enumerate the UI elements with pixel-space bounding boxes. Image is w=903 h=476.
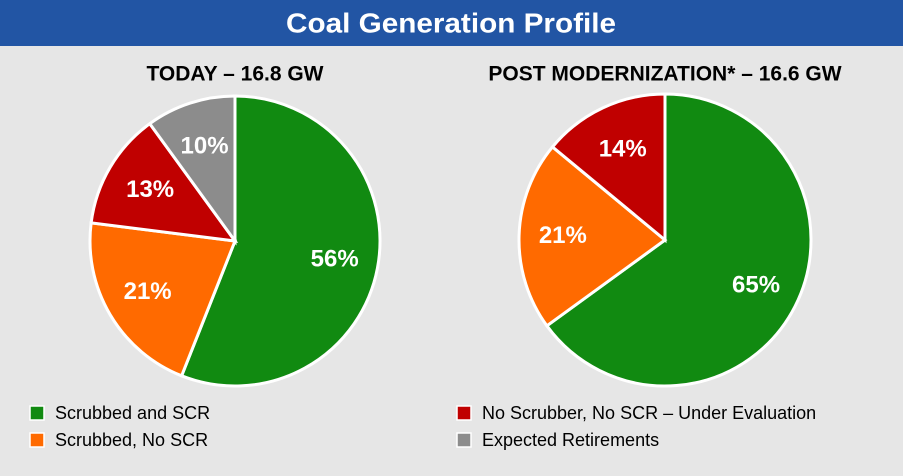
page-title: Coal Generation Profile <box>286 7 616 38</box>
slice-label: 65% <box>732 272 780 299</box>
chart-title: POST MODERNIZATION* – 16.6 GW <box>488 63 841 86</box>
slice-label: 21% <box>539 222 587 249</box>
legend-label: No Scrubber, No SCR – Under Evaluation <box>482 403 816 423</box>
legend-label: Expected Retirements <box>482 430 659 450</box>
slice-label: 10% <box>181 133 229 160</box>
pie-slice <box>88 221 238 378</box>
legend-label: Scrubbed and SCR <box>55 403 210 423</box>
legend-swatch <box>29 405 45 421</box>
pie-slice <box>179 94 382 388</box>
pie-slice <box>147 94 237 246</box>
slice-label: 14% <box>599 136 647 163</box>
pie-slice <box>550 92 667 244</box>
title-banner <box>0 0 903 46</box>
legend-label: Scrubbed, No SCR <box>55 430 208 450</box>
slice-label: 13% <box>126 176 174 203</box>
chart-title: TODAY – 16.8 GW <box>146 63 323 86</box>
legend-swatch <box>456 405 472 421</box>
pie-slice <box>89 121 239 243</box>
legend-swatch <box>29 432 45 448</box>
pie-slice <box>544 92 813 388</box>
slice-label: 21% <box>124 278 172 305</box>
slice-label: 56% <box>311 245 359 272</box>
legend-swatch <box>456 432 472 448</box>
pie-slice <box>517 144 668 328</box>
